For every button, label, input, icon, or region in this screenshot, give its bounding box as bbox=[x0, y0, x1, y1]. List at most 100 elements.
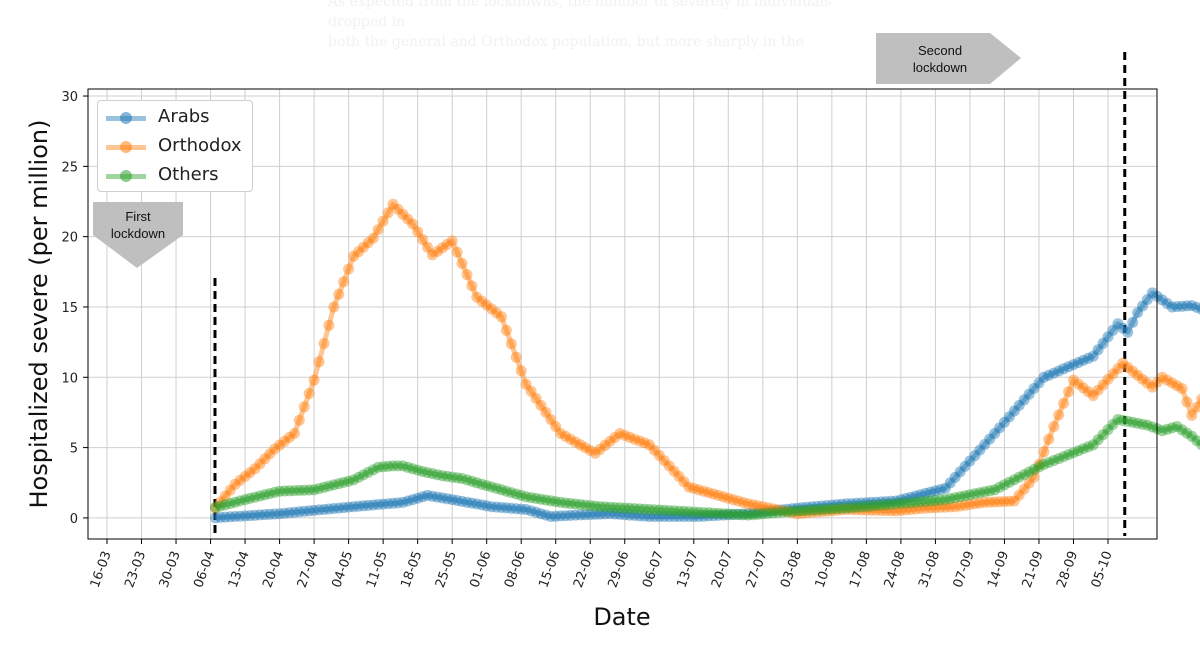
data-point-arabs bbox=[471, 498, 483, 510]
x-tick-label: 07-09 bbox=[951, 549, 978, 590]
data-point-orthodox bbox=[510, 351, 522, 363]
data-point-orthodox bbox=[624, 431, 636, 443]
data-point-orthodox bbox=[377, 215, 389, 227]
data-point-others bbox=[540, 494, 552, 506]
data-point-others bbox=[407, 463, 419, 475]
data-point-arabs bbox=[727, 509, 739, 520]
data-point-others bbox=[481, 480, 493, 492]
data-point-orthodox bbox=[777, 505, 789, 517]
data-point-others bbox=[959, 490, 971, 502]
data-point-orthodox bbox=[555, 428, 567, 439]
data-point-orthodox bbox=[535, 399, 547, 411]
data-point-others bbox=[589, 500, 601, 512]
data-point-others bbox=[1003, 476, 1015, 488]
data-point-others bbox=[397, 460, 409, 472]
data-point-orthodox bbox=[619, 429, 631, 441]
data-point-orthodox bbox=[1156, 371, 1168, 383]
data-point-orthodox bbox=[293, 414, 305, 426]
data-point-others bbox=[1161, 423, 1173, 435]
data-point-others bbox=[293, 484, 305, 496]
data-point-others bbox=[1008, 474, 1020, 486]
data-point-others bbox=[560, 497, 572, 509]
data-point-arabs bbox=[979, 439, 991, 450]
data-point-others bbox=[274, 485, 286, 497]
data-point-arabs bbox=[683, 511, 695, 522]
data-point-others bbox=[486, 481, 498, 493]
data-point-orthodox bbox=[1166, 377, 1178, 389]
data-point-arabs bbox=[786, 503, 798, 515]
data-point-others bbox=[318, 481, 330, 493]
data-point-orthodox bbox=[530, 392, 542, 404]
data-point-arabs bbox=[821, 500, 833, 511]
data-point-others bbox=[836, 502, 848, 514]
data-point-orthodox bbox=[712, 489, 724, 501]
x-tick-label: 17-08 bbox=[847, 549, 874, 590]
data-point-others bbox=[683, 506, 695, 518]
data-point-others bbox=[609, 502, 621, 513]
data-point-arabs bbox=[1038, 371, 1050, 383]
x-tick-label: 22-06 bbox=[571, 549, 598, 590]
data-point-arabs bbox=[688, 511, 700, 522]
data-point-others bbox=[594, 501, 606, 513]
data-point-arabs bbox=[560, 510, 572, 522]
data-point-arabs bbox=[338, 502, 350, 514]
data-point-orthodox bbox=[742, 498, 754, 510]
data-point-orthodox bbox=[264, 448, 276, 460]
data-point-orthodox bbox=[426, 249, 438, 261]
data-point-others bbox=[1196, 439, 1200, 451]
second-lockdown-arrow bbox=[876, 33, 1021, 84]
data-point-arabs bbox=[624, 509, 636, 521]
data-point-orthodox bbox=[752, 500, 764, 512]
data-point-others bbox=[569, 498, 581, 510]
data-point-others bbox=[417, 466, 429, 477]
data-point-others bbox=[456, 473, 468, 484]
data-point-orthodox bbox=[865, 504, 877, 516]
data-point-arabs bbox=[1181, 300, 1193, 312]
data-point-arabs bbox=[767, 505, 779, 517]
data-point-arabs bbox=[417, 491, 429, 503]
data-point-orthodox bbox=[210, 502, 221, 514]
data-point-arabs bbox=[929, 485, 941, 497]
data-point-others bbox=[1171, 421, 1183, 432]
data-point-others bbox=[811, 504, 823, 516]
data-point-others bbox=[1053, 453, 1065, 465]
x-tick-label: 23-03 bbox=[122, 549, 149, 590]
data-point-others bbox=[1102, 424, 1114, 436]
data-point-others bbox=[1013, 471, 1025, 483]
data-point-orthodox bbox=[515, 365, 527, 377]
data-point-orthodox bbox=[1048, 421, 1060, 432]
data-point-arabs bbox=[959, 460, 971, 472]
data-point-others bbox=[264, 488, 276, 500]
data-point-orthodox bbox=[880, 505, 892, 517]
data-point-orthodox bbox=[491, 307, 503, 319]
data-point-orthodox bbox=[540, 406, 552, 418]
data-point-orthodox bbox=[1082, 386, 1094, 398]
data-point-arabs bbox=[870, 496, 882, 508]
data-point-orthodox bbox=[456, 257, 468, 269]
data-point-arabs bbox=[974, 444, 986, 456]
data-point-arabs bbox=[264, 508, 276, 520]
data-point-others bbox=[323, 480, 335, 492]
data-point-others bbox=[362, 466, 374, 478]
data-point-others bbox=[762, 507, 774, 519]
series-line-arabs bbox=[215, 290, 1200, 521]
data-point-others bbox=[855, 501, 867, 513]
data-point-others bbox=[333, 478, 345, 490]
data-point-others bbox=[712, 507, 724, 519]
legend-label-arabs: Arabs bbox=[158, 106, 210, 127]
data-point-orthodox bbox=[417, 234, 429, 245]
data-point-arabs bbox=[1127, 316, 1139, 328]
x-tick-label: 14-09 bbox=[985, 549, 1012, 590]
data-point-orthodox bbox=[964, 499, 976, 510]
data-point-arabs bbox=[643, 511, 655, 522]
data-point-arabs bbox=[836, 498, 848, 510]
data-point-arabs bbox=[357, 500, 369, 512]
data-point-arabs bbox=[1058, 363, 1070, 375]
data-point-orthodox bbox=[870, 504, 882, 516]
data-point-orthodox bbox=[367, 232, 379, 244]
data-point-others bbox=[619, 502, 631, 514]
data-point-arabs bbox=[639, 510, 650, 522]
data-point-orthodox bbox=[224, 484, 236, 496]
data-point-others bbox=[471, 477, 483, 489]
y-tick-label: 0 bbox=[70, 512, 78, 527]
